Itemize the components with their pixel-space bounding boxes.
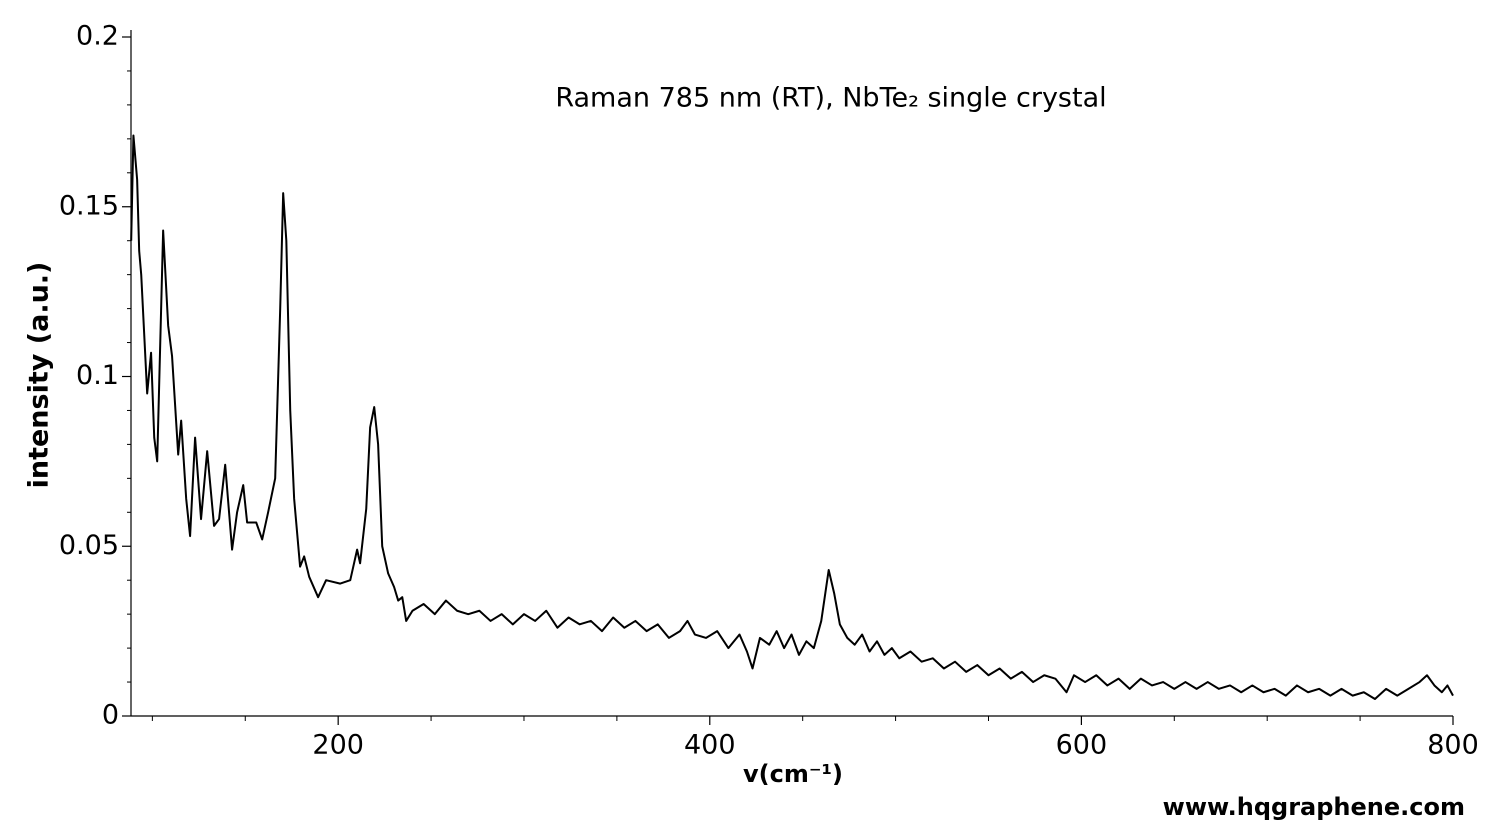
- x-axis-label: v(cm⁻¹): [743, 760, 843, 788]
- y-tick-label: 0.15: [59, 190, 119, 221]
- watermark: www.hqgraphene.com: [1163, 793, 1465, 821]
- chart-title: Raman 785 nm (RT), NbTe₂ single crystal: [555, 83, 1106, 114]
- y-axis-label: intensity (a.u.): [24, 262, 55, 489]
- x-tick-label: 800: [1427, 730, 1479, 761]
- y-tick-label: 0: [102, 700, 119, 731]
- y-tick-label: 0.1: [76, 360, 119, 391]
- x-tick-label: 400: [684, 730, 736, 761]
- y-tick-label: 0.2: [76, 21, 119, 52]
- x-tick-label: 200: [312, 730, 364, 761]
- y-tick-label: 0.05: [59, 530, 119, 561]
- x-tick-label: 600: [1056, 730, 1108, 761]
- spectrum-line: [130, 134, 1454, 701]
